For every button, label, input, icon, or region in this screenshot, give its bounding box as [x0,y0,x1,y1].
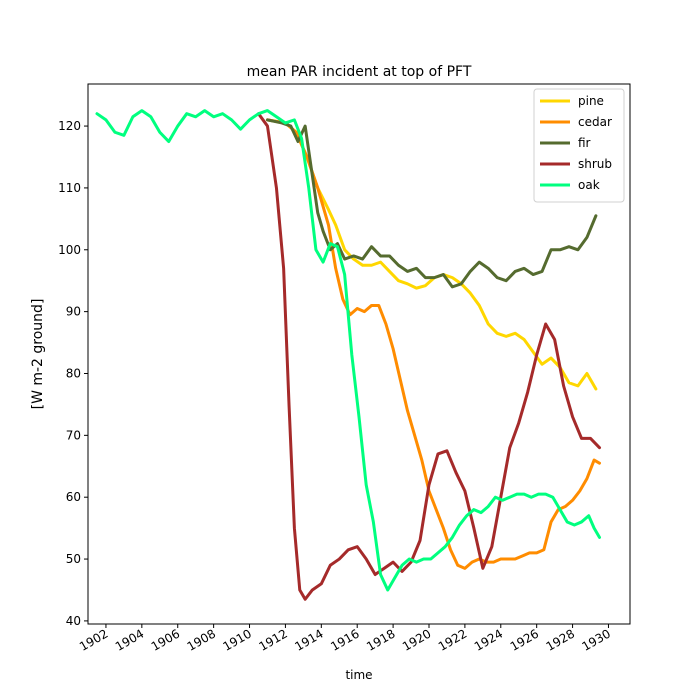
y-tick-label: 100 [58,243,81,257]
y-tick-label: 110 [58,181,81,195]
chart-title: mean PAR incident at top of PFT [247,64,472,80]
legend: pine cedar fir shrub oak [533,88,625,203]
y-tick-label: 60 [66,490,81,504]
y-tick-label: 80 [66,366,81,380]
y-ticks: 40 50 60 70 80 90 100 110 120 [58,119,88,628]
legend-label-shrub: shrub [578,157,612,171]
legend-label-fir: fir [578,136,591,150]
x-axis-label: time [345,668,372,682]
legend-label-oak: oak [578,178,600,192]
y-tick-label: 40 [66,614,81,628]
y-tick-label: 70 [66,428,81,442]
series-line-oak [95,109,601,592]
y-tick-label: 50 [66,552,81,566]
series-line-fir [265,118,598,289]
plot-frame [87,83,631,625]
y-tick-label: 90 [66,305,81,319]
y-tick-label: 120 [58,119,81,133]
legend-label-pine: pine [578,94,604,108]
y-axis-label: [W m-2 ground] [30,299,46,410]
legend-label-cedar: cedar [578,115,612,129]
legend-box [533,88,625,203]
series-line-shrub [257,112,601,601]
series-layer [95,109,601,601]
series-line-cedar [265,118,601,570]
